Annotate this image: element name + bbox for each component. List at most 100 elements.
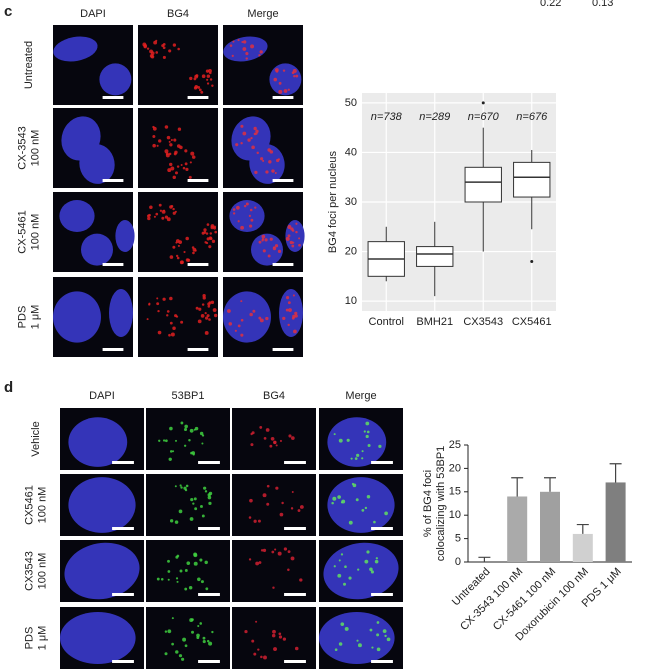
focus [273, 647, 277, 652]
image-bg [232, 540, 316, 602]
y-tick-label: 10 [345, 295, 357, 307]
error-bar [544, 477, 556, 492]
focus [289, 240, 293, 245]
x-tick-label: BMH21 [416, 316, 453, 328]
focus [364, 559, 369, 564]
focus [209, 78, 213, 81]
focus [243, 204, 247, 208]
focus [184, 644, 188, 648]
scale-bar [102, 179, 124, 182]
focus [162, 439, 166, 442]
focus [185, 167, 189, 172]
focus [204, 560, 208, 565]
focus [197, 624, 200, 628]
focus [175, 650, 179, 654]
image-bg [138, 25, 218, 105]
focus [176, 165, 180, 168]
focus [299, 505, 304, 509]
focus [272, 246, 277, 251]
focus [200, 314, 205, 318]
focus [158, 203, 162, 207]
focus [204, 312, 207, 315]
focus [193, 552, 197, 557]
focus [370, 570, 374, 574]
focus [178, 240, 183, 244]
focus [350, 457, 353, 460]
focus [274, 68, 279, 72]
focus [259, 50, 263, 54]
focus [176, 256, 180, 260]
focus [232, 212, 236, 215]
focus [186, 561, 191, 565]
nucleus [64, 542, 140, 600]
column-header: DAPI [80, 8, 106, 20]
focus [250, 218, 254, 222]
focus [278, 81, 282, 85]
focus [375, 557, 379, 560]
focus [193, 561, 198, 566]
image-bg [232, 607, 316, 669]
focus [191, 630, 195, 634]
nucleus [327, 417, 387, 467]
focus [169, 321, 173, 325]
row-label: Untreated [23, 41, 35, 89]
focus [251, 431, 255, 435]
micrograph [138, 277, 218, 357]
focus [285, 308, 289, 312]
focus [166, 217, 171, 222]
focus [166, 135, 171, 140]
focus [203, 486, 207, 490]
focus [242, 131, 247, 136]
focus [170, 205, 174, 208]
focus [206, 74, 211, 78]
focus [197, 577, 201, 582]
focus [172, 245, 176, 249]
focus [295, 74, 299, 78]
focus [174, 150, 178, 155]
focus [251, 639, 255, 643]
box [513, 161, 551, 198]
focus [198, 307, 202, 311]
focus [282, 316, 286, 321]
nucleus [68, 417, 128, 467]
focus [245, 52, 249, 56]
focus [164, 125, 169, 129]
micrograph [223, 25, 303, 105]
micrograph [146, 540, 230, 602]
nucleus [59, 200, 95, 232]
focus [287, 568, 290, 572]
focus [295, 222, 298, 225]
focus [184, 424, 188, 429]
focus [162, 55, 166, 59]
focus [292, 314, 296, 319]
image-bg [232, 474, 316, 536]
nucleus [319, 611, 395, 665]
focus [242, 47, 247, 51]
micrograph [232, 408, 316, 470]
focus [162, 297, 166, 301]
focus [162, 46, 166, 50]
focus [355, 498, 359, 502]
focus [174, 520, 179, 524]
focus [299, 578, 303, 582]
bar [540, 491, 560, 562]
focus [204, 316, 209, 320]
focus [337, 573, 342, 578]
focus [369, 628, 373, 632]
row-label: CX5461 [23, 485, 35, 525]
y-tick-label: 20 [345, 245, 357, 257]
focus [181, 657, 185, 661]
focus [232, 208, 236, 211]
focus [206, 223, 210, 226]
focus [172, 211, 176, 215]
focus [357, 568, 360, 571]
y-tick-label: 0 [455, 556, 461, 568]
y-axis-label: colocalizing with 53BP1 [435, 446, 447, 562]
focus [177, 127, 182, 131]
focus [206, 237, 210, 241]
scale-bar [371, 461, 393, 464]
focus [285, 296, 290, 300]
corner-text: 0.13 [592, 0, 613, 9]
focus [207, 305, 211, 308]
